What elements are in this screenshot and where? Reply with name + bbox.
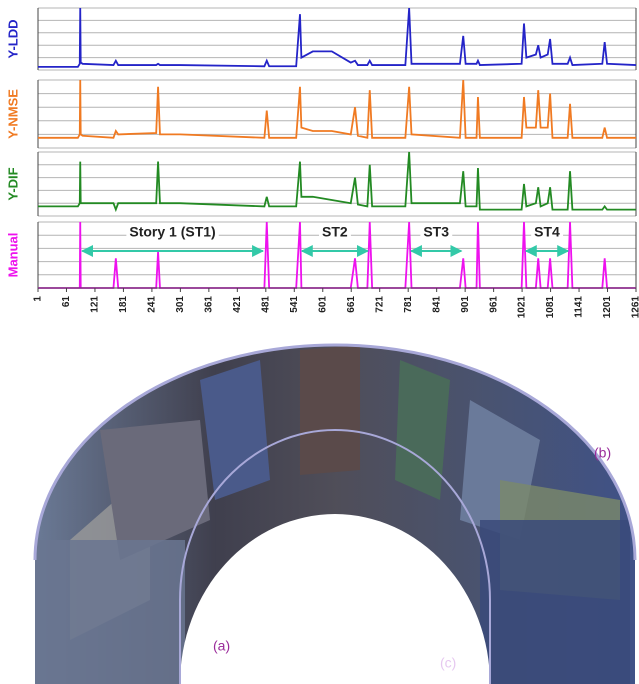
x-tick-label: 1201 [602,296,613,319]
story-label: ST4 [534,224,560,240]
x-tick-label: 1141 [574,296,585,318]
x-tick-label: 1261 [631,296,639,319]
x-tick-label: 661 [346,296,357,313]
figure-label: (a) [213,638,230,654]
story-label: ST2 [322,224,348,240]
panel-label: Manual [5,233,20,278]
x-tick-label: 961 [488,296,499,313]
panel-label: Y-DIF [5,167,20,200]
x-tick-label: 181 [118,296,129,313]
figure-label: (c) [440,655,456,671]
render-3d [35,345,635,684]
x-tick-label: 361 [203,296,214,313]
x-tick-label: 541 [289,296,300,313]
x-tick-label: 481 [260,296,271,313]
x-tick-label: 61 [61,296,72,308]
x-tick-label: 241 [147,296,158,313]
figure-label: (b) [594,445,611,461]
x-tick-label: 841 [431,296,442,313]
x-tick-label: 1 [33,296,44,302]
panel-label: Y-LDD [5,20,20,59]
x-tick-label: 1081 [545,296,556,319]
series-line [38,80,636,138]
x-tick-label: 421 [232,296,243,313]
figure: (a) (b) (c) Y-LDD Y-NMSE Y-DIF Manual 1 61 121… [0,0,639,684]
x-tick-label: 721 [374,296,385,313]
x-tick-label: 121 [90,296,101,313]
series-line [38,152,636,210]
x-tick-label: 1021 [517,296,528,319]
x-tick-label: 901 [460,296,471,313]
x-tick-label: 781 [403,296,414,313]
story-label: Story 1 (ST1) [129,224,215,240]
x-tick-label: 601 [317,296,328,313]
panel-label: Y-NMSE [5,89,20,139]
x-tick-label: 301 [175,296,186,313]
story-label: ST3 [423,224,449,240]
